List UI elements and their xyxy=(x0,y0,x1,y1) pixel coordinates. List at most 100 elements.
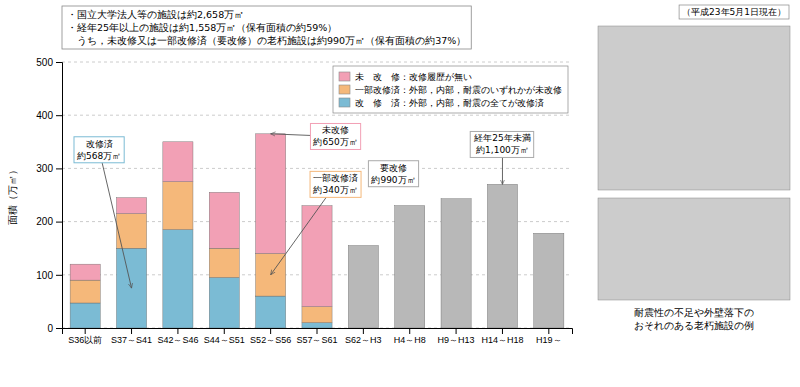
y-axis-title: 面積（万㎡） xyxy=(7,165,18,225)
legend-label: 未 改 修：改修履歴が無い xyxy=(355,72,472,82)
x-tick-mark xyxy=(456,328,457,334)
x-tick: S62～H3 xyxy=(345,328,382,345)
y-axis: 0 100 200 300 400 500 xyxy=(36,57,62,334)
x-tick: H4～H8 xyxy=(394,328,426,345)
x-tick-label: S52～S56 xyxy=(250,335,291,345)
x-tick: S44～S51 xyxy=(204,328,245,345)
legend-item: 一部改修済：外部，内部，耐震のいずれかが未改修 xyxy=(339,85,562,95)
x-tick: H19～ xyxy=(536,328,562,345)
annotation-text: 経年25年未満約1,100万㎡ xyxy=(473,133,530,155)
bar xyxy=(70,264,100,265)
y-tick-label: 300 xyxy=(36,163,53,174)
annotation: 経年25年未満約1,100万㎡ xyxy=(470,131,533,184)
annotation-text: 要改修約990万㎡ xyxy=(371,163,415,185)
x-axis: S36以前 S37～S41 S42～S46 S44～S51 S52～S56 S57～S61… xyxy=(63,328,573,345)
x-tick-label: H4～H8 xyxy=(394,335,426,345)
info-line: うち，未改修又は一部改修済（要改修）の老朽施設は約990万㎡（保有面積の約37%… xyxy=(67,35,466,46)
annotation: 一部改修済約340万㎡ xyxy=(271,171,361,274)
legend-swatch xyxy=(339,85,350,94)
annotation: 要改修約990万㎡ xyxy=(368,161,418,187)
x-tick-label: S36以前 xyxy=(68,335,102,345)
legend: 未 改 修：改修履歴が無い一部改修済：外部，内部，耐震のいずれかが未改修改 修 … xyxy=(333,66,568,113)
date-box-frame xyxy=(679,5,789,19)
bar xyxy=(302,205,332,206)
x-tick-mark xyxy=(502,328,503,334)
annotation-box xyxy=(470,131,533,157)
x-tick-label: H19～ xyxy=(536,335,562,345)
photo-caption: 耐震性の不足や外壁落下のおそれのある老朽施設の例 xyxy=(634,307,754,331)
bar-series xyxy=(70,134,332,307)
bar xyxy=(70,303,100,328)
x-tick-mark xyxy=(131,328,132,334)
legend-swatch xyxy=(339,98,350,107)
y-tick: 100 xyxy=(36,270,62,281)
bar xyxy=(534,233,564,328)
y-tick-mark xyxy=(56,168,62,169)
x-tick: S42～S46 xyxy=(157,328,198,345)
y-tick-mark xyxy=(56,62,62,63)
bar xyxy=(163,230,193,328)
annotation-text: 改修済約568万㎡ xyxy=(77,139,121,161)
y-tick-label: 0 xyxy=(47,323,53,334)
legend-item: 未 改 修：改修履歴が無い xyxy=(339,72,472,82)
annotation-box xyxy=(74,137,124,163)
annotation-box xyxy=(368,161,418,187)
annotation-arrow xyxy=(271,184,336,274)
bar xyxy=(256,296,286,328)
bar xyxy=(256,134,286,254)
y-tick: 0 xyxy=(47,323,62,334)
x-tick-mark xyxy=(548,328,549,334)
y-tick-label: 200 xyxy=(36,216,53,227)
bar xyxy=(348,246,378,328)
x-tick-label: S57～S61 xyxy=(296,335,337,345)
y-tick-mark xyxy=(56,275,62,276)
x-tick-mark xyxy=(317,328,318,334)
bar xyxy=(441,199,471,328)
x-tick: S52～S56 xyxy=(250,328,291,345)
y-tick-label: 100 xyxy=(36,270,53,281)
x-tick-mark xyxy=(270,328,271,334)
legend-label: 一部改修済：外部，内部，耐震のいずれかが未改修 xyxy=(355,85,562,95)
info-line: ・経年25年以上の施設は約1,558万㎡（保有面積の約59%） xyxy=(67,22,337,33)
x-tick-mark xyxy=(177,328,178,334)
x-tick-label: H9～H13 xyxy=(438,335,475,345)
legend-item: 改 修 済：外部，内部，耐震の全てが改修済 xyxy=(339,98,544,108)
photo-placeholder xyxy=(598,26,790,190)
annotation: 未改修約650万㎡ xyxy=(271,123,361,149)
y-tick-label: 400 xyxy=(36,110,53,121)
y-tick: 300 xyxy=(36,163,62,174)
legend-label: 改 修 済：外部，内部，耐震の全てが改修済 xyxy=(355,98,544,108)
x-tick-label: S37～S41 xyxy=(111,335,152,345)
bar xyxy=(302,307,332,323)
x-tick: S36以前 xyxy=(68,328,102,345)
bar xyxy=(302,206,332,307)
bars xyxy=(70,134,564,328)
bar xyxy=(116,198,146,214)
legend-frame xyxy=(333,66,568,113)
x-tick: S57～S61 xyxy=(296,328,337,345)
grid-line xyxy=(62,62,572,63)
bar xyxy=(487,184,517,328)
y-tick-label: 500 xyxy=(36,57,53,68)
x-tick-label: S42～S46 xyxy=(157,335,198,345)
bar xyxy=(209,248,239,277)
x-tick-mark xyxy=(85,328,86,334)
x-tick-label: H14～H18 xyxy=(481,335,523,345)
bar xyxy=(70,264,100,280)
bar xyxy=(209,277,239,328)
annotation-text: 一部改修済約340万㎡ xyxy=(313,173,358,195)
photo-placeholder xyxy=(598,198,790,300)
x-axis-line xyxy=(63,329,573,335)
annotation: 改修済約568万㎡ xyxy=(74,137,132,288)
x-tick-mark xyxy=(409,328,410,334)
annotation-box xyxy=(310,171,361,197)
grid xyxy=(62,62,572,328)
y-tick: 200 xyxy=(36,216,62,227)
info-line: ・国立大学法人等の施設は約2,658万㎡ xyxy=(67,9,244,20)
y-tick-mark xyxy=(56,115,62,116)
bar xyxy=(302,323,332,328)
chart-svg: 0 100 200 300 400 500 S36以前 S37～S41 S42～S46 S44～S… xyxy=(0,0,800,387)
y-tick-mark xyxy=(56,328,62,329)
y-tick: 500 xyxy=(36,57,62,68)
bar xyxy=(116,197,146,198)
